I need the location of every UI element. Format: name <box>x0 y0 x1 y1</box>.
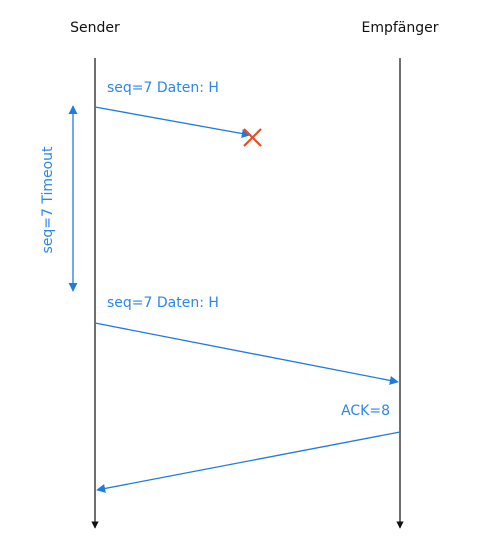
participant-label: Sender <box>70 20 120 36</box>
message-label: seq=7 Daten: H <box>107 295 219 311</box>
participant-label: Empfänger <box>361 20 438 36</box>
message-label: ACK=8 <box>341 403 390 419</box>
loss-mark <box>243 128 262 147</box>
message-label: seq=7 Daten: H <box>107 80 219 96</box>
message-arrow <box>94 322 399 385</box>
message-arrow <box>96 431 401 493</box>
timeout-label: seq=7 Timeout <box>40 146 56 254</box>
message-arrow <box>94 106 251 139</box>
